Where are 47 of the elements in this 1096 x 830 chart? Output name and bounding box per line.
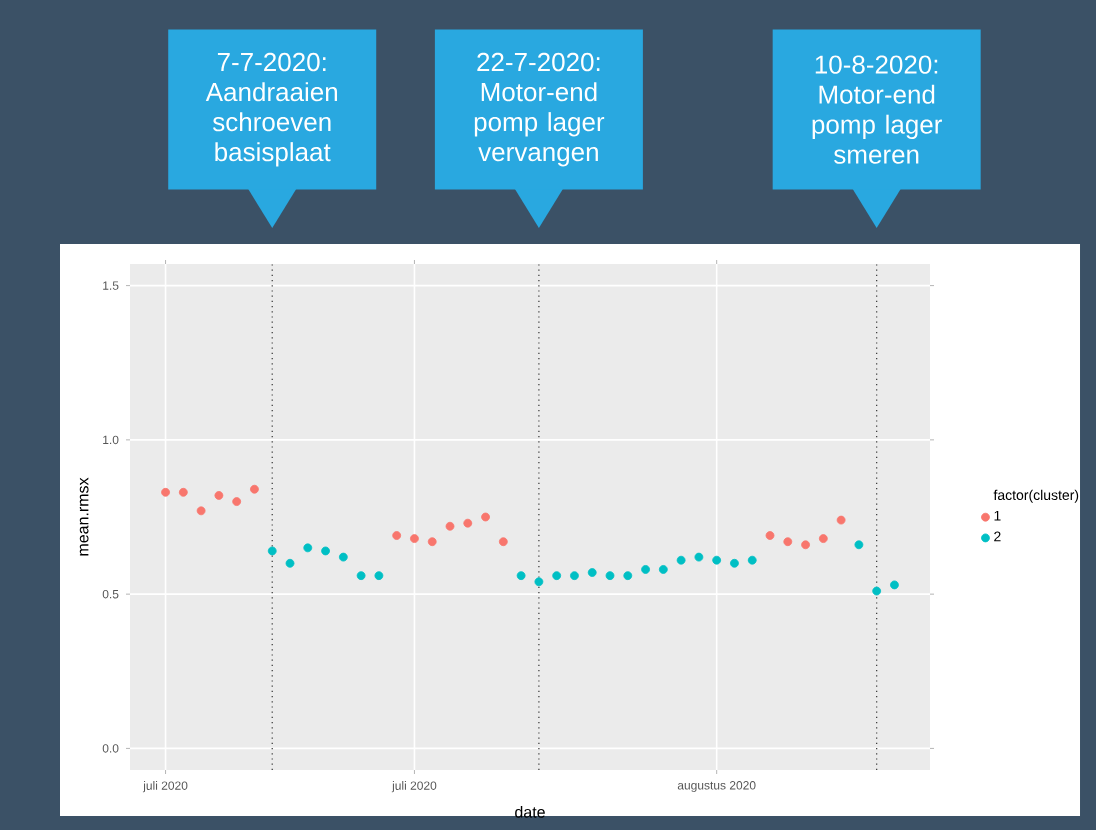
point	[623, 571, 633, 581]
point	[232, 497, 242, 506]
point	[267, 546, 277, 556]
point	[818, 534, 828, 543]
point	[427, 537, 437, 547]
point	[872, 586, 882, 596]
point	[196, 506, 206, 516]
point	[641, 565, 650, 574]
point	[676, 555, 686, 565]
text: 7-7-2020: Aandraaien schroeven basisplaat	[205, 52, 337, 167]
point	[214, 491, 224, 500]
point	[410, 534, 419, 543]
point	[570, 571, 579, 581]
point	[392, 531, 402, 540]
point	[694, 552, 704, 562]
point	[481, 512, 490, 522]
point	[321, 546, 330, 556]
point	[516, 571, 526, 581]
y-axis-title: mean.rmsx	[79, 477, 89, 556]
point	[338, 552, 348, 562]
point	[605, 571, 615, 581]
point	[463, 518, 473, 528]
point	[854, 540, 864, 550]
point	[303, 543, 313, 553]
x-axis-title: date	[515, 805, 545, 818]
point	[534, 577, 544, 587]
point	[285, 558, 295, 568]
text: 10-8-2020: Motor-end pomp lager smeren	[812, 55, 942, 164]
point	[178, 487, 188, 497]
point	[658, 565, 668, 574]
point	[747, 555, 757, 565]
point	[801, 540, 810, 550]
point	[712, 555, 722, 565]
point	[765, 531, 775, 540]
point	[890, 580, 899, 590]
point	[552, 571, 562, 581]
point	[445, 521, 455, 531]
point	[498, 537, 508, 547]
point	[783, 537, 793, 547]
point	[730, 558, 739, 568]
point	[161, 487, 170, 497]
point	[836, 515, 846, 525]
point	[374, 571, 384, 581]
point	[587, 568, 597, 577]
point	[250, 484, 259, 494]
point	[356, 571, 366, 581]
text: 22-7-2020: Motor-end pomp lager vervangen	[474, 52, 605, 167]
